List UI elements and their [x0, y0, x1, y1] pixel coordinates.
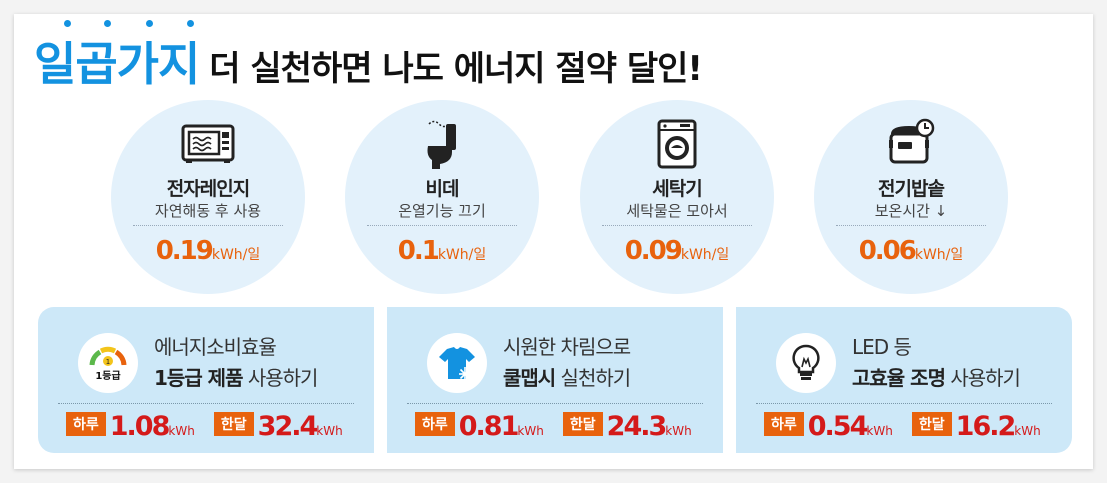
- tip-desc: 자연해동 후 사용: [154, 202, 262, 220]
- panel-line2: 1등급 제품 사용하기: [154, 366, 318, 390]
- tip-value: 0.09kWh/일: [624, 236, 730, 266]
- month-value: 32.4: [257, 411, 319, 442]
- energy-grade-gauge-icon: 1 1등급: [78, 333, 138, 393]
- panel-line1: LED 등: [852, 335, 912, 359]
- month-tag: 한달: [562, 412, 603, 436]
- panel-stats: 하루 1.08kWh 한달 32.4kWh: [66, 411, 357, 442]
- tip-desc: 온열기능 끄기: [398, 202, 486, 220]
- washing-machine-icon: [657, 119, 697, 169]
- panel-stats: 하루 0.54kWh 한달 16.2kWh: [764, 411, 1055, 442]
- day-tag: 하루: [415, 412, 455, 436]
- panel-line2: 쿨맵시 실천하기: [503, 366, 631, 390]
- day-tag: 하루: [764, 412, 804, 436]
- tip-card-rice-cooker: 전기밥솥 보온시간 ↓ 0.06kWh/일: [814, 100, 1008, 294]
- svg-text:1: 1: [106, 358, 110, 366]
- panel-line1: 시원한 차림으로: [503, 335, 631, 359]
- divider: [602, 225, 752, 226]
- microwave-icon: [181, 124, 235, 163]
- divider: [367, 225, 517, 226]
- panel-led-lighting: LED 등 고효율 조명 사용하기 하루 0.54kWh 한달 16.2kWh: [736, 307, 1072, 453]
- month-value: 24.3: [606, 411, 668, 442]
- tip-name: 전자레인지: [166, 178, 250, 200]
- tip-value: 0.06kWh/일: [858, 236, 964, 266]
- page-title: 일곱가지 더 실천하면 나도 에너지 절약 달인!: [34, 20, 703, 91]
- title-highlight: 일곱가지: [34, 20, 200, 94]
- tip-value: 0.19kWh/일: [155, 236, 261, 266]
- tip-card-microwave: 전자레인지 자연해동 후 사용 0.19kWh/일: [111, 100, 305, 294]
- bidet-icon: [427, 120, 456, 169]
- tip-value: 0.1kWh/일: [397, 236, 487, 266]
- month-tag: 한달: [213, 412, 254, 436]
- divider: [756, 403, 1052, 404]
- rice-cooker-icon: [889, 118, 935, 164]
- panel-stats: 하루 0.81kWh 한달 24.3kWh: [415, 411, 706, 442]
- panel-line1: 에너지소비효율: [154, 335, 277, 359]
- divider: [133, 225, 283, 226]
- divider: [58, 403, 354, 404]
- tip-name: 전기밥솥: [878, 178, 945, 200]
- month-value: 16.2: [955, 411, 1017, 442]
- title-text: 더 실천하면 나도 에너지 절약 달인!: [209, 49, 703, 89]
- tip-name: 비데: [425, 178, 460, 200]
- cool-shirt-icon: [427, 333, 487, 393]
- panel-energy-grade: 1 1등급 에너지소비효율 1등급 제품 사용하기 하루 1.08kWh 한달 32…: [38, 307, 374, 453]
- tip-card-bidet: 비데 온열기능 끄기 0.1kWh/일: [345, 100, 539, 294]
- divider: [407, 403, 703, 404]
- tip-name: 세탁기: [652, 178, 702, 200]
- tip-desc: 보온시간 ↓: [874, 202, 948, 220]
- day-value: 1.08: [109, 411, 171, 442]
- day-value: 0.81: [458, 411, 520, 442]
- infographic-card: 일곱가지 더 실천하면 나도 에너지 절약 달인! 전자레인지 자연해동 후 사…: [14, 14, 1093, 469]
- panel-cool-biz: 시원한 차림으로 쿨맵시 실천하기 하루 0.81kWh 한달 24.3kWh: [387, 307, 723, 453]
- day-value: 0.54: [807, 411, 869, 442]
- tip-desc: 세탁물은 모아서: [626, 202, 728, 220]
- svg-text:1등급: 1등급: [95, 370, 120, 382]
- title-dots: [40, 20, 194, 30]
- tip-card-washing-machine: 세탁기 세탁물은 모아서 0.09kWh/일: [580, 100, 774, 294]
- led-bulb-icon: [776, 333, 836, 393]
- divider: [836, 225, 986, 226]
- panel-line2: 고효율 조명 사용하기: [852, 366, 1021, 390]
- month-tag: 한달: [911, 412, 952, 436]
- day-tag: 하루: [66, 412, 106, 436]
